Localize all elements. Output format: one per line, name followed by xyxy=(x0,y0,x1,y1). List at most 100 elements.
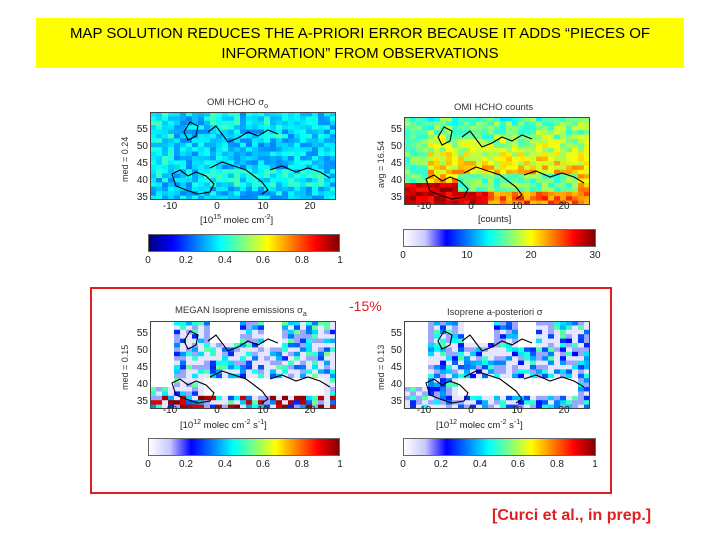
map-cell xyxy=(168,195,175,200)
map-cell xyxy=(536,382,543,388)
map-cell xyxy=(410,191,417,197)
map-cell xyxy=(306,169,313,175)
map-cell xyxy=(288,387,295,392)
map-cell xyxy=(156,195,163,200)
map-cell xyxy=(318,325,325,331)
map-cell xyxy=(258,147,265,153)
map-cell xyxy=(422,183,429,188)
map-cell xyxy=(276,195,283,200)
map-cell xyxy=(312,125,319,131)
map-cell xyxy=(150,164,157,170)
map-cell xyxy=(548,134,555,140)
map-cell xyxy=(300,400,307,406)
map-cell xyxy=(234,186,241,192)
map-cell xyxy=(246,134,253,139)
map-cell xyxy=(410,121,417,127)
map-cell xyxy=(470,125,477,131)
map-cell xyxy=(210,395,217,401)
colorbar-tick: 0 xyxy=(400,250,406,261)
map-cell xyxy=(324,329,331,335)
map-cell xyxy=(306,329,313,335)
map-cell xyxy=(500,334,507,340)
map-cell xyxy=(566,404,573,409)
map-cell xyxy=(488,329,495,335)
map-cell xyxy=(162,373,169,379)
map-cell xyxy=(240,356,247,362)
map-cell xyxy=(482,404,489,409)
ytick-45: 45 xyxy=(136,362,148,373)
map-cell xyxy=(452,156,459,162)
units-label: [1012 molec cm-2 s-1] xyxy=(436,419,523,432)
map-cell xyxy=(470,329,477,335)
map-cell xyxy=(156,382,163,388)
map-cell xyxy=(282,120,289,126)
map-cell xyxy=(410,152,417,158)
map-cell xyxy=(246,382,253,388)
map-cell xyxy=(156,391,163,397)
map-cell xyxy=(404,117,411,122)
map-cell xyxy=(488,378,495,384)
map-cell xyxy=(524,391,531,397)
map-cell xyxy=(560,360,567,366)
map-cell xyxy=(482,391,489,397)
map-cell xyxy=(246,142,253,148)
ytick-50: 50 xyxy=(390,141,402,152)
map-cell xyxy=(482,161,489,166)
map-cell xyxy=(470,356,477,362)
map-cell xyxy=(270,147,277,153)
map-cell xyxy=(446,169,453,175)
map-cell xyxy=(506,130,513,136)
map-cell xyxy=(542,152,549,158)
map-cell xyxy=(204,351,211,357)
map-cell xyxy=(168,329,175,335)
map-cell xyxy=(216,138,223,144)
map-cell xyxy=(288,138,295,144)
map-cell xyxy=(428,404,435,409)
map-cell xyxy=(156,387,163,392)
map-cell xyxy=(416,152,423,158)
map-cell xyxy=(162,134,169,139)
map-cell xyxy=(204,178,211,183)
map-cell xyxy=(330,347,336,353)
map-cell xyxy=(530,343,537,348)
map-cell xyxy=(476,360,483,366)
map-cell xyxy=(324,182,331,188)
map-cell xyxy=(452,356,459,362)
map-cell xyxy=(186,356,193,362)
map-cell xyxy=(446,395,453,401)
map-cell xyxy=(470,338,477,344)
map-cell xyxy=(210,129,217,135)
map-cell xyxy=(536,360,543,366)
map-cell xyxy=(560,125,567,131)
map-cell xyxy=(276,360,283,366)
map-cell xyxy=(306,164,313,170)
map-cell xyxy=(512,200,519,205)
map-cell xyxy=(216,112,223,117)
map-cell xyxy=(198,164,205,170)
map-cell xyxy=(572,391,579,397)
map-cell xyxy=(440,373,447,379)
map-cell xyxy=(180,125,187,131)
map-cell xyxy=(542,169,549,175)
map-cell xyxy=(324,151,331,157)
map-cell xyxy=(572,174,579,180)
map-cell xyxy=(440,174,447,180)
map-cell xyxy=(572,152,579,158)
map-cell xyxy=(246,120,253,126)
map-cell xyxy=(578,130,585,136)
map-cell xyxy=(150,400,157,406)
map-cell xyxy=(536,125,543,131)
map-cell xyxy=(306,395,313,401)
map-cell xyxy=(282,347,289,353)
map-cell xyxy=(500,391,507,397)
map-cell xyxy=(584,139,590,144)
map-cell xyxy=(512,183,519,188)
map-cell xyxy=(536,117,543,122)
map-cell xyxy=(252,343,259,348)
map-cell xyxy=(204,164,211,170)
map-cell xyxy=(192,164,199,170)
map-omi-hcho-counts xyxy=(404,117,590,205)
map-cell xyxy=(204,369,211,375)
map-cell xyxy=(458,404,465,409)
map-cell xyxy=(150,120,157,126)
